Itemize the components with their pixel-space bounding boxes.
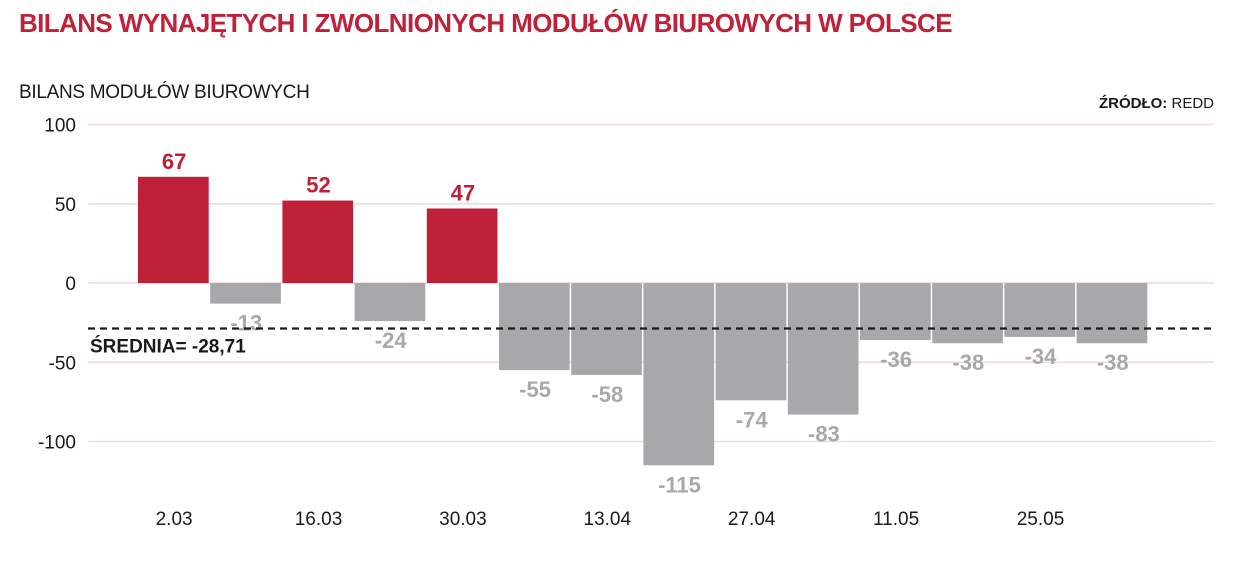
y-axis-label: BILANS MODUŁÓW BIUROWYCH (19, 81, 310, 103)
bar (282, 200, 354, 283)
bar (932, 283, 1003, 344)
value-label: -55 (519, 377, 551, 402)
bars (138, 176, 1148, 466)
source-value: REDD (1171, 95, 1214, 112)
value-label: -34 (1025, 344, 1058, 369)
x-tick-label: 25.05 (1017, 509, 1065, 530)
x-tick-label: 11.05 (873, 509, 919, 530)
value-labels: 67 -13 52 -24 47 -55 -58 -115 -74 -83 -36 -38 -34 -38 (162, 149, 1129, 497)
value-label: 67 (162, 149, 186, 174)
bar (499, 283, 570, 371)
y-tick-label: 100 (44, 116, 76, 137)
x-tick-label: 30.03 (439, 509, 487, 530)
value-label: -24 (375, 328, 408, 353)
value-label: -36 (880, 347, 912, 372)
bar (715, 283, 787, 401)
bar (643, 283, 715, 466)
source-label: ŹRÓDŁO: (1099, 94, 1167, 112)
average-line-group: ŚREDNIA= -28,71 (88, 327, 1214, 358)
average-label: ŚREDNIA= -28,71 (90, 336, 246, 358)
x-tick-label: 2.03 (156, 509, 193, 530)
page-title: BILANS WYNAJĘTYCH I ZWOLNIONYCH MODUŁÓW … (19, 8, 953, 38)
bar (1076, 283, 1148, 344)
bar (787, 283, 859, 415)
value-label: 52 (306, 173, 330, 198)
bar (426, 208, 498, 283)
value-label: -58 (591, 382, 623, 407)
x-tick-labels: 2.03 16.03 30.03 13.04 27.04 11.05 25.05 (156, 509, 1065, 530)
y-tick-label: 50 (55, 195, 76, 216)
y-tick-label: -100 (38, 433, 76, 454)
x-tick-label: 13.04 (584, 509, 632, 530)
source-note: ŹRÓDŁO: REDD (1099, 94, 1214, 112)
y-tick-label: 0 (65, 274, 76, 295)
y-tick-label: -50 (49, 353, 76, 374)
x-tick-label: 16.03 (295, 509, 343, 530)
value-label: -38 (952, 350, 984, 375)
value-label: -83 (808, 422, 840, 447)
x-tick-label: 27.04 (728, 509, 776, 530)
bar (354, 283, 426, 322)
value-label: -115 (658, 472, 701, 497)
value-label: -13 (230, 311, 262, 336)
value-label: -38 (1097, 350, 1129, 375)
value-label: 47 (451, 181, 475, 206)
bar (210, 283, 281, 304)
bar (860, 283, 931, 341)
value-label: -74 (736, 407, 769, 432)
y-tick-labels: 100 50 0 -50 -100 (38, 116, 76, 454)
bar (138, 176, 209, 283)
